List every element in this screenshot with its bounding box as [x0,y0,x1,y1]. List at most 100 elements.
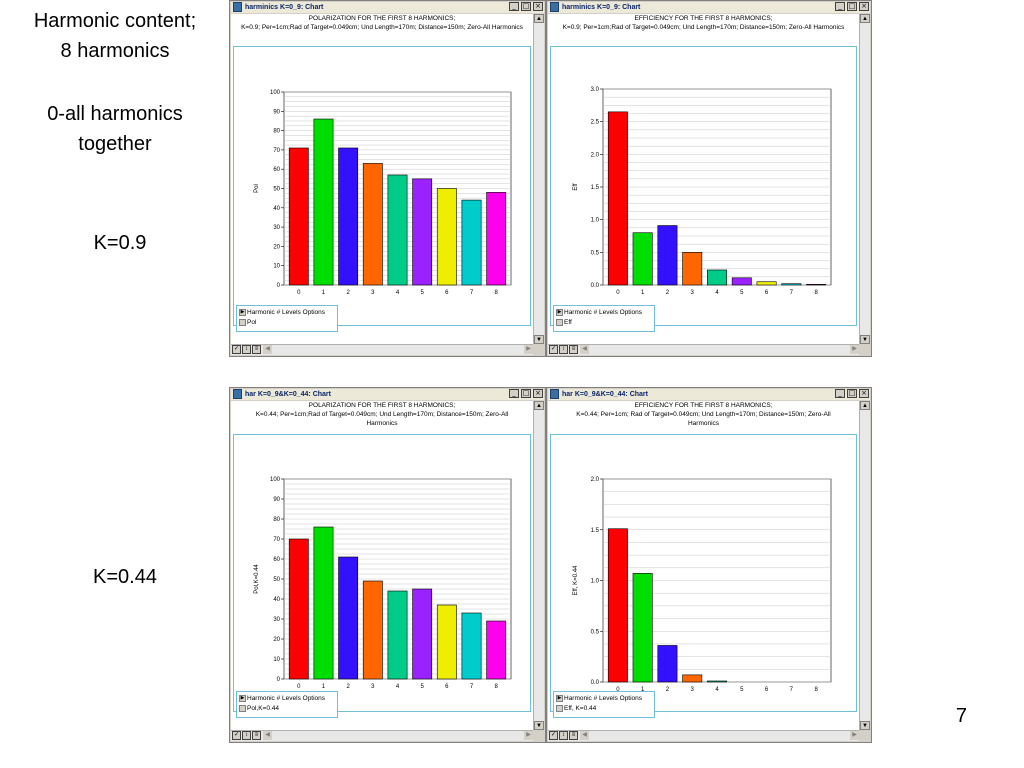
series-icon [556,704,563,712]
nav-icon[interactable]: ≡ [252,345,261,354]
bar-harmonic-2 [657,645,678,683]
close-button[interactable]: × [533,2,543,11]
series-icon [239,318,246,326]
scroll-down-icon[interactable]: ▼ [860,335,870,344]
chart-subtitle-cont: Harmonics [366,420,398,427]
bar-harmonic-6 [756,281,777,286]
scroll-right-icon[interactable]: ▶ [524,731,533,740]
vertical-scrollbar[interactable]: ▲ ▼ [859,401,870,730]
expand-icon[interactable]: ▶ [556,308,563,316]
close-button[interactable]: × [533,389,543,398]
chart-header: EFFICIENCY FOR THE FIRST 8 HARMONICS; K=… [548,401,859,428]
x-tick-label: 4 [715,290,719,296]
chart-subtitle: K=0.44; Per=1cm; Rad of Target=0.049cm; … [576,411,831,418]
scroll-right-icon[interactable]: ▶ [850,345,859,354]
bar-chart: 0.0 0.5 1.0 1.5 2.0 2.5 3.0 Eff 0 1 2 3 4 5 6 7 8 [573,87,832,296]
legend-series-row[interactable]: Eff [556,318,572,327]
expand-icon[interactable]: ▶ [556,694,563,702]
window-titlebar[interactable]: harminics K=0_9: Chart _ □ × [548,2,870,13]
legend-options-row[interactable]: ▶ Harmonic # Levels Options [239,308,326,316]
y-tick-label: 30 [273,225,280,231]
side-title-line1: Harmonic content; [33,10,197,32]
x-tick-label: 3 [371,290,375,296]
close-button[interactable]: × [859,2,869,11]
y-tick-label: 80 [273,517,280,523]
y-tick-label: 0.5 [591,250,600,256]
x-tick-label: 0 [297,290,301,296]
minimize-button[interactable]: _ [835,389,845,398]
maximize-button[interactable]: □ [847,389,857,398]
horizontal-scrollbar[interactable]: ✓ ↕ ≡ ◀ ▶ [548,344,859,355]
check-icon[interactable]: ✓ [549,731,558,740]
check-icon[interactable]: ✓ [232,731,241,740]
bar-harmonic-3 [682,674,703,683]
legend-options-row[interactable]: ▶ Harmonic # Levels Options [556,308,643,316]
legend-options-row[interactable]: ▶ Harmonic # Levels Options [239,694,326,702]
y-tick-label: 0 [277,677,281,683]
bar-harmonic-5 [412,588,433,680]
scroll-up-icon[interactable]: ▲ [534,14,544,23]
nav-icon[interactable]: ≡ [252,731,261,740]
sort-icon[interactable]: ↕ [242,731,251,740]
x-tick-label: 6 [765,687,769,693]
y-tick-label: 70 [273,148,280,154]
chart-header: EFFICIENCY FOR THE FIRST 8 HARMONICS; K=… [548,14,859,32]
chart-client-area: POLARIZATION FOR THE FIRST 8 HARMONICS; … [231,401,533,730]
expand-icon[interactable]: ▶ [239,308,246,316]
horizontal-scrollbar[interactable]: ✓ ↕ ≡ ◀ ▶ [231,730,533,741]
window-titlebar[interactable]: har K=0_9&K=0_44: Chart _ □ × [548,389,870,400]
window-titlebar[interactable]: har K=0_9&K=0_44: Chart _ □ × [231,389,544,400]
scroll-left-icon[interactable]: ◀ [263,731,272,740]
nav-icon[interactable]: ≡ [569,345,578,354]
legend-series-row[interactable]: Pol,K=0.44 [239,704,279,713]
sort-icon[interactable]: ↕ [559,345,568,354]
chart-window-pol-k044: har K=0_9&K=0_44: Chart _ □ × POLARIZATI… [229,387,546,743]
legend-series-row[interactable]: Eff, K=0.44 [556,704,596,713]
window-titlebar[interactable]: harminics K=0_9: Chart _ □ × [231,2,544,13]
maximize-button[interactable]: □ [521,2,531,11]
chart-window-eff-k09: harminics K=0_9: Chart _ □ × EFFICIENCY … [546,0,872,357]
check-icon[interactable]: ✓ [232,345,241,354]
bar-harmonic-8 [806,284,827,286]
bar-harmonic-7 [461,612,482,680]
bar-harmonic-3 [682,252,703,286]
vertical-scrollbar[interactable]: ▲ ▼ [859,14,870,344]
x-tick-label: 1 [641,290,645,296]
scroll-right-icon[interactable]: ▶ [524,345,533,354]
scroll-down-icon[interactable]: ▼ [534,335,544,344]
x-tick-label: 1 [641,687,645,693]
minimize-button[interactable]: _ [835,2,845,11]
check-icon[interactable]: ✓ [549,345,558,354]
minimize-button[interactable]: _ [509,389,519,398]
legend-options-row[interactable]: ▶ Harmonic # Levels Options [556,694,643,702]
sort-icon[interactable]: ↕ [242,345,251,354]
scroll-left-icon[interactable]: ◀ [580,345,589,354]
nav-icon[interactable]: ≡ [569,731,578,740]
expand-icon[interactable]: ▶ [239,694,246,702]
horizontal-scrollbar[interactable]: ✓ ↕ ≡ ◀ ▶ [548,730,859,741]
x-tick-label: 4 [396,290,400,296]
scroll-down-icon[interactable]: ▼ [534,721,544,730]
legend-series-row[interactable]: Pol [239,318,256,327]
x-tick-label: 7 [470,684,474,690]
plot-frame: 0 10 20 30 40 50 60 70 80 90 100 Pol,K=0.44 0 1 2 3 4 5 6 7… [233,434,531,718]
sort-icon[interactable]: ↕ [559,731,568,740]
scroll-up-icon[interactable]: ▲ [860,14,870,23]
scroll-left-icon[interactable]: ◀ [580,731,589,740]
bar-harmonic-8 [486,620,507,680]
bar-harmonic-5 [731,277,752,286]
close-button[interactable]: × [859,389,869,398]
maximize-button[interactable]: □ [847,2,857,11]
scroll-down-icon[interactable]: ▼ [860,721,870,730]
y-tick-label: 10 [273,264,280,270]
minimize-button[interactable]: _ [509,2,519,11]
horizontal-scrollbar[interactable]: ✓ ↕ ≡ ◀ ▶ [231,344,533,355]
scroll-left-icon[interactable]: ◀ [263,345,272,354]
vertical-scrollbar[interactable]: ▲ ▼ [533,14,544,344]
scroll-right-icon[interactable]: ▶ [850,731,859,740]
maximize-button[interactable]: □ [521,389,531,398]
scroll-up-icon[interactable]: ▲ [534,401,544,410]
vertical-scrollbar[interactable]: ▲ ▼ [533,401,544,730]
scroll-up-icon[interactable]: ▲ [860,401,870,410]
x-tick-label: 5 [740,290,744,296]
